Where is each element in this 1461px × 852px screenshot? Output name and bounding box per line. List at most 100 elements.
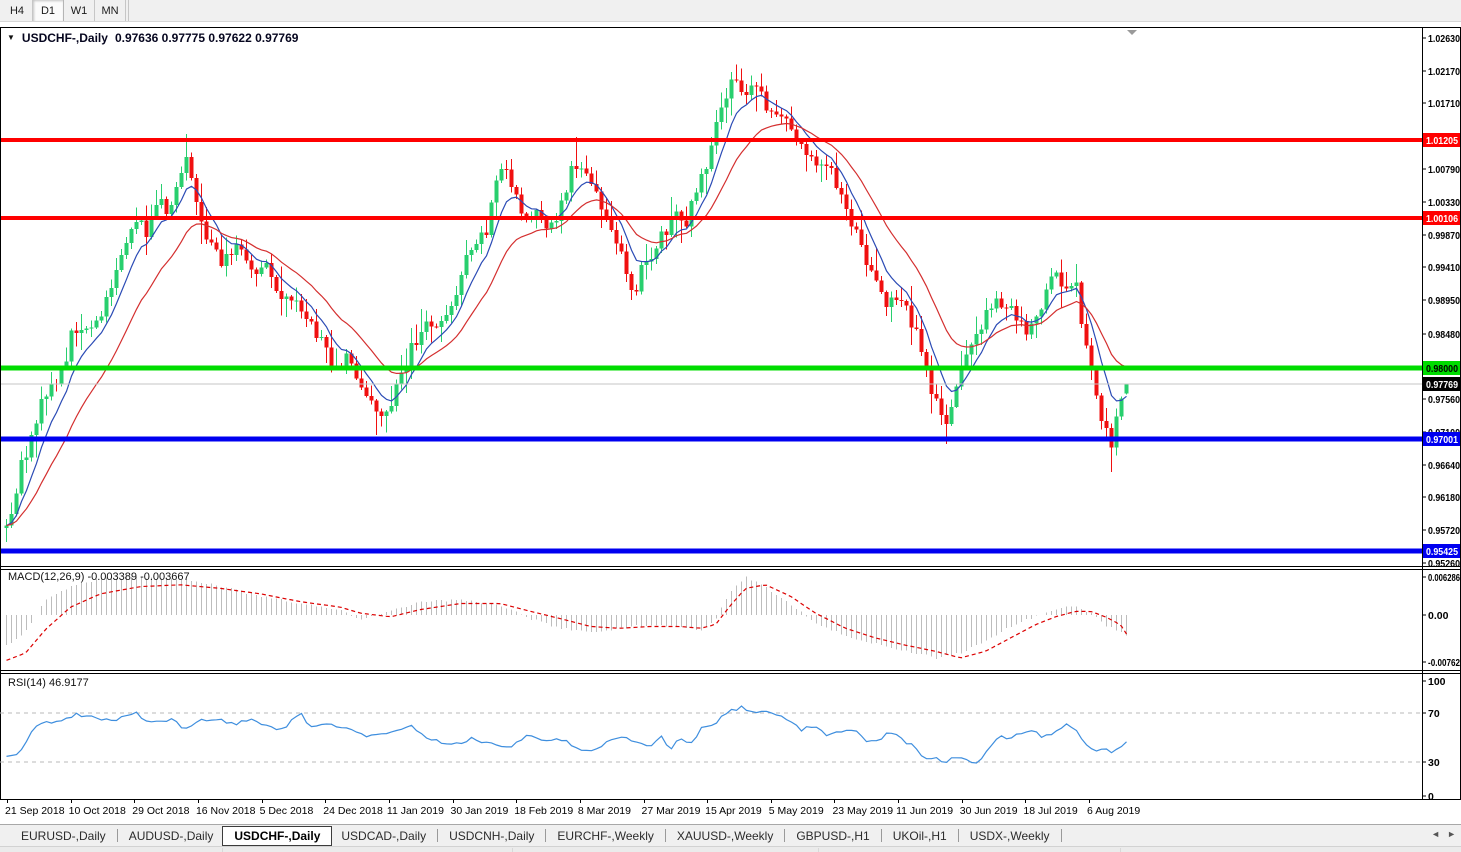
levels-layer <box>0 138 1422 554</box>
price-tick-label: 0.96640 <box>1428 460 1460 472</box>
tab-separator <box>957 829 959 842</box>
date-tick <box>579 800 581 803</box>
price-level-label: 1.01205 <box>1423 133 1460 147</box>
date-tick <box>7 800 8 803</box>
date-tick <box>898 800 900 803</box>
price-tick-label: 0.98480 <box>1428 329 1460 341</box>
date-label: 21 Sep 2018 <box>5 805 65 817</box>
date-tick <box>197 800 199 803</box>
price-tick-label: 0.97560 <box>1428 394 1460 406</box>
date-label: 8 Mar 2019 <box>577 805 631 817</box>
tab-gbpusd-h1[interactable]: GBPUSD-,H1 <box>796 828 870 843</box>
tab-scroll-nav: ◄ ► <box>1431 829 1456 839</box>
svg-text:1.00106: 1.00106 <box>1426 213 1458 225</box>
chart-window: ▼ USDCHF-,Daily 0.97636 0.97775 0.97622 … <box>0 22 1461 824</box>
price-chart-canvas[interactable]: 1.02630 1.02170 1.01710 1.00790 1.00330 0.998… <box>0 27 1461 800</box>
macd-tick-label: -0.00762 <box>1428 657 1460 669</box>
price-tick-label: 0.96180 <box>1428 492 1460 504</box>
date-tick <box>261 800 263 803</box>
date-tick <box>388 800 390 803</box>
date-label: 24 Dec 2018 <box>323 805 383 817</box>
price-tick-label: 1.02630 <box>1428 33 1460 45</box>
date-label: 15 Apr 2019 <box>705 805 762 817</box>
tab-bar-bottom-strip <box>0 846 1461 852</box>
date-label: 11 Jun 2019 <box>896 805 954 817</box>
date-label: 10 Oct 2018 <box>68 805 126 817</box>
timeframe-button-d1[interactable]: D1 <box>33 0 64 21</box>
date-tick <box>452 800 454 803</box>
date-label: 30 Jan 2019 <box>450 805 509 817</box>
toolbar-separator <box>128 0 129 21</box>
macd-tick-label: 0.00 <box>1428 610 1449 622</box>
date-label: 11 Jan 2019 <box>386 805 444 817</box>
date-tick <box>707 800 709 803</box>
price-tick-label: 0.95260 <box>1428 558 1460 570</box>
date-tick <box>134 800 136 803</box>
tab-separator <box>437 829 439 842</box>
strip-separator <box>512 848 513 852</box>
timeframe-button-h4[interactable]: H4 <box>2 0 33 21</box>
rsi-pane: 100 70 30 0 <box>0 676 1446 800</box>
svg-text:0.95425: 0.95425 <box>1426 546 1458 558</box>
date-axis[interactable]: 21 Sep 2018 10 Oct 2018 29 Oct 2018 16 Nov … <box>0 800 1461 824</box>
svg-text:0.98000: 0.98000 <box>1426 363 1458 375</box>
timeframe-button-mn[interactable]: MN <box>95 0 126 21</box>
date-label: 18 Feb 2019 <box>514 805 574 817</box>
price-tick-label: 0.99410 <box>1428 262 1460 274</box>
chart-symbol-label: USDCHF-,Daily <box>21 31 108 45</box>
date-tick <box>1089 800 1091 803</box>
price-level-label: 0.97769 <box>1423 377 1460 391</box>
tab-usdx-weekly[interactable]: USDX-,Weekly <box>969 828 1050 843</box>
tab-xauusd-weekly[interactable]: XAUUSD-,Weekly <box>676 828 774 843</box>
macd-indicator-label: MACD(12,26,9) -0.003389 -0.003667 <box>8 571 190 583</box>
tab-usdchf-daily[interactable]: USDCHF-,Daily <box>222 825 333 846</box>
strip-separator <box>1120 848 1121 852</box>
chart-frame <box>0 27 1461 800</box>
rsi-tick-label: 70 <box>1428 708 1440 720</box>
tab-usdcad-daily[interactable]: USDCAD-,Daily <box>341 828 427 843</box>
tab-separator <box>545 829 547 842</box>
tab-audusd-daily[interactable]: AUDUSD-,Daily <box>128 828 214 843</box>
date-tick <box>70 800 72 803</box>
price-level-label: 0.97001 <box>1423 432 1460 446</box>
tab-scroll-right-icon[interactable]: ► <box>1447 829 1456 839</box>
price-tick-label: 1.02170 <box>1428 66 1460 78</box>
price-axis: 1.02630 1.02170 1.01710 1.00790 1.00330 0.998… <box>1422 33 1460 570</box>
svg-text:0.97769: 0.97769 <box>1426 379 1458 391</box>
tab-eurusd-daily[interactable]: EURUSD-,Daily <box>21 828 106 843</box>
price-level-label: 0.98000 <box>1423 361 1460 375</box>
price-tick-label: 0.95720 <box>1428 525 1460 537</box>
tab-eurchf-weekly[interactable]: EURCHF-,Weekly <box>557 828 654 843</box>
date-label: 29 Oct 2018 <box>132 805 190 817</box>
date-tick <box>325 800 327 803</box>
collapse-arrow-icon[interactable]: ▼ <box>7 32 15 42</box>
tab-separator <box>664 829 666 842</box>
macd-signal-line <box>6 584 1128 661</box>
macd-tick-label: 0.006286 <box>1428 572 1460 584</box>
rsi-tick-label: 0 <box>1428 791 1434 800</box>
date-tick <box>1025 800 1027 803</box>
price-tick-label: 0.99870 <box>1428 230 1460 242</box>
date-label: 6 Aug 2019 <box>1087 805 1141 817</box>
tab-usdcnh-daily[interactable]: USDCNH-,Daily <box>449 828 535 843</box>
price-level-label: 0.95425 <box>1423 544 1460 558</box>
date-tick <box>516 800 518 803</box>
price-level-label: 1.00106 <box>1423 211 1460 225</box>
timeframe-toolbar: H4 D1 W1 MN <box>0 0 1461 22</box>
date-label: 30 Jun 2019 <box>959 805 1018 817</box>
svg-text:0.97001: 0.97001 <box>1426 434 1458 446</box>
svg-text:1.01205: 1.01205 <box>1426 135 1458 147</box>
macd-pane: 0.006286 0.00 -0.00762 <box>6 572 1460 669</box>
rsi-tick-label: 30 <box>1428 757 1440 769</box>
date-label: 16 Nov 2018 <box>195 805 256 817</box>
rsi-tick-label: 100 <box>1428 676 1446 688</box>
timeframe-button-w1[interactable]: W1 <box>64 0 95 21</box>
date-tick <box>961 800 963 803</box>
tab-scroll-left-icon[interactable]: ◄ <box>1431 829 1441 839</box>
chart-ohlc-values: 0.97636 0.97775 0.97622 0.97769 <box>114 31 299 45</box>
tab-ukoil-h1[interactable]: UKOil-,H1 <box>892 828 947 843</box>
rsi-indicator-label: RSI(14) 46.9177 <box>8 677 89 689</box>
symbol-tab-bar: EURUSD-,Daily AUDUSD-,Daily USDCHF-,Daily U… <box>0 824 1461 852</box>
rsi-line <box>6 705 1127 764</box>
date-label: 27 Mar 2019 <box>641 805 701 817</box>
